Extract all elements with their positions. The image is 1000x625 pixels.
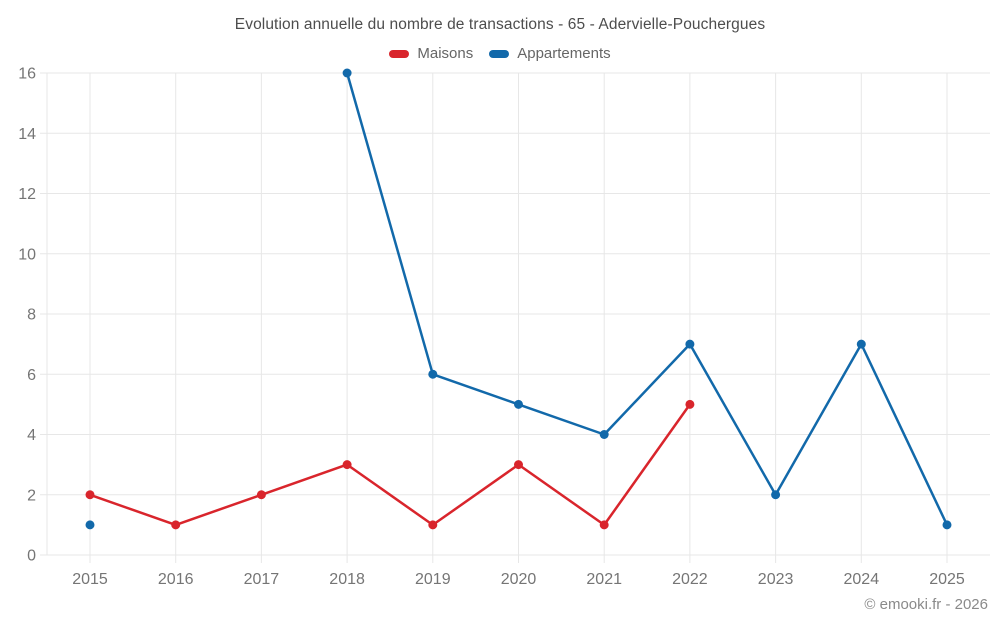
x-axis-tick-label: 2024 [844,571,880,588]
y-axis-tick-label: 8 [27,307,36,324]
data-point-maisons[interactable] [599,520,609,530]
maisons-series-swatch [389,49,410,58]
chart-title: Evolution annuelle du nombre de transact… [234,16,766,33]
data-point-maisons[interactable] [256,490,266,500]
x-axis-tick-label: 2020 [501,571,537,588]
y-axis-tick-label: 16 [18,66,36,83]
x-axis-tick-label: 2021 [586,571,622,588]
x-axis-tick-label: 2016 [158,571,194,588]
y-axis-tick-label: 0 [27,548,36,565]
data-point-appartements[interactable] [856,339,866,349]
chart-legend: Maisons Appartements [0,45,1000,62]
data-point-appartements[interactable] [599,430,609,439]
x-axis-tick-label: 2019 [415,571,451,588]
data-point-appartements[interactable] [428,369,438,379]
data-point-appartements[interactable] [85,520,95,530]
y-axis-tick-label: 2 [27,487,36,504]
y-axis-tick-label: 4 [27,427,36,444]
appartements-series-swatch [489,49,510,58]
series-line-maisons [88,403,692,527]
y-axis-tick-label: 6 [27,367,36,384]
legend-item-maisons[interactable]: Maisons [389,45,473,62]
x-axis-tick-label: 2017 [244,571,280,588]
x-axis-tick-label: 2025 [929,571,965,588]
series-line-appartements [345,71,949,527]
x-axis-tick-label: 2018 [329,571,365,588]
x-axis-tick-label: 2022 [672,571,708,588]
y-axis-tick-label: 10 [18,246,36,263]
data-point-maisons[interactable] [342,460,352,470]
legend-label-maisons: Maisons [417,45,474,62]
data-point-maisons[interactable] [171,520,181,530]
x-axis-tick-label: 2023 [758,571,794,588]
data-point-appartements[interactable] [942,520,952,530]
data-point-appartements[interactable] [342,68,352,78]
data-point-appartements[interactable] [685,339,695,349]
legend-item-appartements[interactable]: Appartements [489,45,611,62]
data-point-maisons[interactable] [685,399,695,409]
data-point-maisons[interactable] [514,460,523,470]
data-point-appartements[interactable] [771,490,781,500]
y-axis-tick-label: 14 [18,126,36,143]
x-axis-tick-label: 2015 [72,571,108,588]
data-point-maisons[interactable] [85,490,95,500]
legend-label-appartements: Appartements [517,45,611,62]
watermark-copyright: © emooki.fr - 2026 [864,596,988,613]
data-point-maisons[interactable] [428,520,438,530]
y-axis-tick-label: 12 [18,186,36,203]
data-point-appartements[interactable] [514,399,523,409]
